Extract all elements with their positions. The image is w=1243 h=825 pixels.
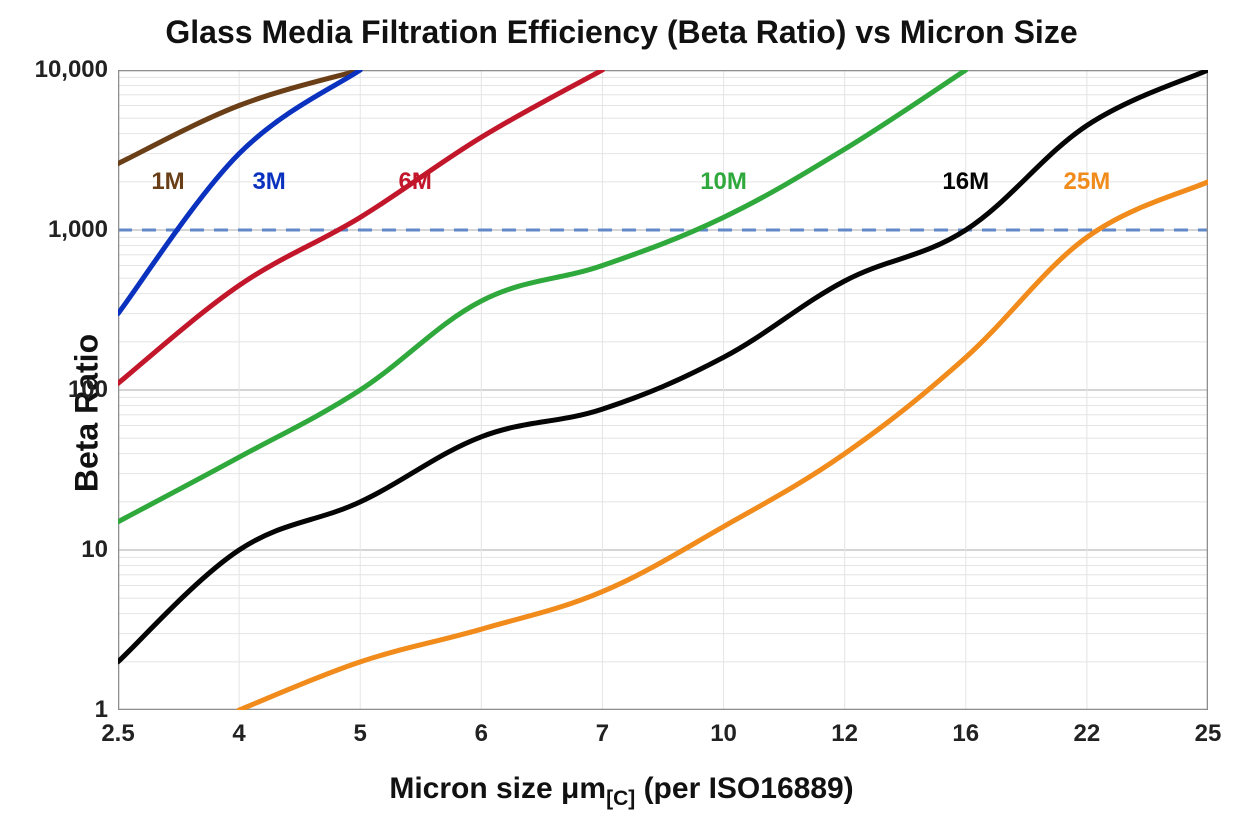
x-tick-label: 4 [209, 720, 269, 748]
x-tick-label: 2.5 [88, 720, 148, 748]
x-tick-label: 5 [330, 720, 390, 748]
x-tick-label: 16 [936, 720, 996, 748]
x-tick-label: 25 [1178, 720, 1238, 748]
series-label-1M: 1M [151, 168, 184, 195]
y-axis-title: Beta Ratio [69, 333, 106, 491]
y-tick-label: 10,000 [28, 56, 108, 84]
y-tick-label: 100 [28, 376, 108, 404]
y-tick-label: 10 [28, 536, 108, 564]
series-label-25M: 25M [1064, 168, 1111, 195]
x-tick-label: 22 [1057, 720, 1117, 748]
x-tick-label: 7 [572, 720, 632, 748]
chart-container: Glass Media Filtration Efficiency (Beta … [0, 0, 1243, 825]
x-tick-label: 10 [694, 720, 754, 748]
y-tick-label: 1,000 [28, 216, 108, 244]
chart-title: Glass Media Filtration Efficiency (Beta … [0, 14, 1243, 51]
x-tick-label: 6 [451, 720, 511, 748]
series-label-10M: 10M [700, 168, 747, 195]
x-axis-title: Micron size μm[C] (per ISO16889) [389, 772, 853, 811]
series-label-3M: 3M [252, 168, 285, 195]
series-label-6M: 6M [399, 168, 432, 195]
x-tick-label: 12 [815, 720, 875, 748]
series-label-16M: 16M [942, 168, 989, 195]
chart-plot: 1M 3M 6M 10M 16M 25M [118, 70, 1208, 710]
